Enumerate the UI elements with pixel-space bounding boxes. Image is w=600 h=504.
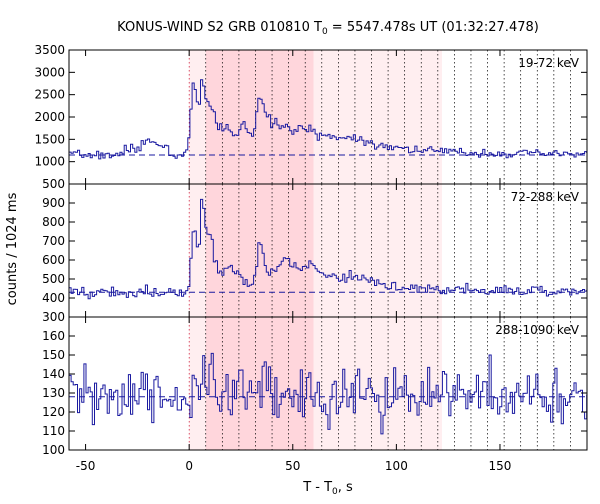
y-tick-label: 300 — [42, 310, 65, 324]
light-curve-series — [69, 79, 588, 160]
y-tick-label: 900 — [42, 196, 65, 210]
y-tick-label: 150 — [42, 348, 65, 362]
y-tick-label: 100 — [42, 443, 65, 457]
panel-frame — [68, 316, 588, 451]
y-tick-label: 120 — [42, 405, 65, 419]
y-tick-label: 2000 — [34, 110, 65, 124]
y-tick-label: 3500 — [34, 43, 65, 57]
shaded-region-dark — [205, 50, 314, 184]
y-tick-label: 130 — [42, 386, 65, 400]
y-tick-label: 500 — [42, 272, 65, 286]
y-axis-label: counts / 1024 ms — [5, 192, 20, 305]
x-tick-label: -50 — [76, 459, 96, 473]
y-tick-label: 800 — [42, 215, 65, 229]
energy-band-label: 19-72 keV — [518, 56, 580, 70]
y-tick-label: 2500 — [34, 88, 65, 102]
x-tick-label: 0 — [185, 459, 193, 473]
x-axis-label: T - T0, s — [302, 480, 353, 497]
chart-title: KONUS-WIND S2 GRB 010810 T0 = 5547.478s … — [117, 20, 539, 37]
y-tick-label: 110 — [42, 424, 65, 438]
energy-band-label: 288-1090 keV — [495, 323, 579, 337]
y-tick-label: 700 — [42, 234, 65, 248]
y-tick-label: 600 — [42, 253, 65, 267]
x-tick-label: 50 — [285, 459, 300, 473]
x-tick-label: 100 — [385, 459, 408, 473]
y-tick-label: 1000 — [34, 155, 65, 169]
y-tick-label: 140 — [42, 367, 65, 381]
light-curve-series — [69, 198, 588, 300]
energy-band-label: 72-288 keV — [511, 190, 580, 204]
y-tick-label: 3000 — [34, 65, 65, 79]
y-tick-label: 1500 — [34, 132, 65, 146]
x-tick-label: 150 — [489, 459, 512, 473]
light-curve-series — [69, 352, 588, 435]
y-tick-label: 500 — [42, 177, 65, 191]
y-tick-label: 400 — [42, 291, 65, 305]
y-tick-label: 160 — [42, 329, 65, 343]
shaded-region-dark — [205, 184, 314, 317]
